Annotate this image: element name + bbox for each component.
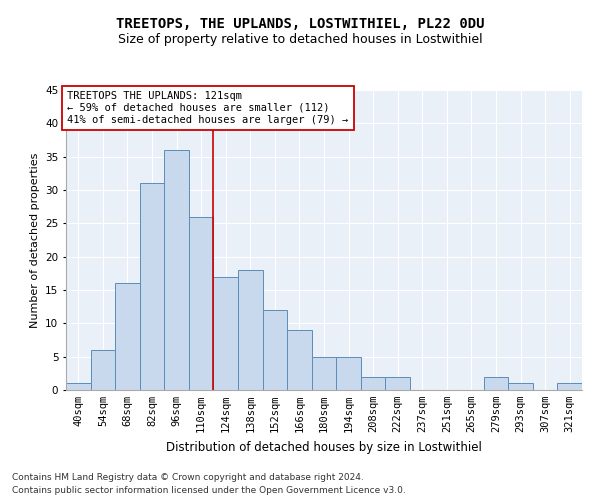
X-axis label: Distribution of detached houses by size in Lostwithiel: Distribution of detached houses by size … [166,440,482,454]
Bar [91,350,115,390]
Bar [361,376,385,390]
Y-axis label: Number of detached properties: Number of detached properties [29,152,40,328]
Bar [115,284,140,390]
Bar [66,384,91,390]
Bar [214,276,238,390]
Text: TREETOPS, THE UPLANDS, LOSTWITHIEL, PL22 0DU: TREETOPS, THE UPLANDS, LOSTWITHIEL, PL22… [116,18,484,32]
Bar [312,356,336,390]
Bar [508,384,533,390]
Text: Size of property relative to detached houses in Lostwithiel: Size of property relative to detached ho… [118,32,482,46]
Bar [557,384,582,390]
Bar [484,376,508,390]
Bar [189,216,214,390]
Text: TREETOPS THE UPLANDS: 121sqm
← 59% of detached houses are smaller (112)
41% of s: TREETOPS THE UPLANDS: 121sqm ← 59% of de… [67,92,349,124]
Bar [263,310,287,390]
Text: Contains HM Land Registry data © Crown copyright and database right 2024.: Contains HM Land Registry data © Crown c… [12,474,364,482]
Bar [336,356,361,390]
Bar [385,376,410,390]
Bar [287,330,312,390]
Bar [164,150,189,390]
Text: Contains public sector information licensed under the Open Government Licence v3: Contains public sector information licen… [12,486,406,495]
Bar [140,184,164,390]
Bar [238,270,263,390]
